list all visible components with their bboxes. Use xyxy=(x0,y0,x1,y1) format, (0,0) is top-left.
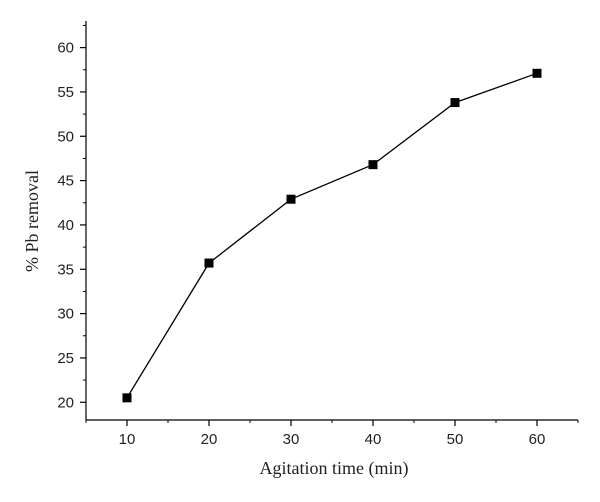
y-tick-label: 35 xyxy=(57,261,74,278)
x-tick-label: 60 xyxy=(529,431,546,448)
y-tick-label: 55 xyxy=(57,84,74,101)
data-point-marker xyxy=(286,194,296,204)
x-tick-label: 30 xyxy=(283,431,300,448)
data-point-marker xyxy=(450,98,460,108)
data-point-marker xyxy=(204,258,214,268)
data-series xyxy=(122,68,542,403)
y-axis-title: % Pb removal xyxy=(22,170,42,272)
x-axis-title: Agitation time (min) xyxy=(260,458,409,479)
plot-axes xyxy=(85,21,578,421)
series-line xyxy=(126,72,538,399)
data-point-marker xyxy=(532,68,542,78)
x-tick-label: 10 xyxy=(119,431,136,448)
y-tick-label: 60 xyxy=(57,40,74,57)
data-point-marker xyxy=(122,393,132,403)
y-tick-label: 20 xyxy=(57,394,74,411)
y-tick-label: 45 xyxy=(57,173,74,190)
y-tick-label: 40 xyxy=(57,217,74,234)
x-tick-label: 50 xyxy=(447,431,464,448)
y-tick-label: 50 xyxy=(57,128,74,145)
y-tick-label: 30 xyxy=(57,306,74,323)
y-axis-ticks: 20 25 30 35 40 45 50 55 60 xyxy=(57,24,86,411)
data-point-marker xyxy=(368,160,378,170)
x-axis-ticks: 10 20 30 40 50 60 xyxy=(85,420,579,448)
x-tick-label: 40 xyxy=(365,431,382,448)
y-tick-label: 25 xyxy=(57,350,74,367)
x-tick-label: 20 xyxy=(201,431,218,448)
